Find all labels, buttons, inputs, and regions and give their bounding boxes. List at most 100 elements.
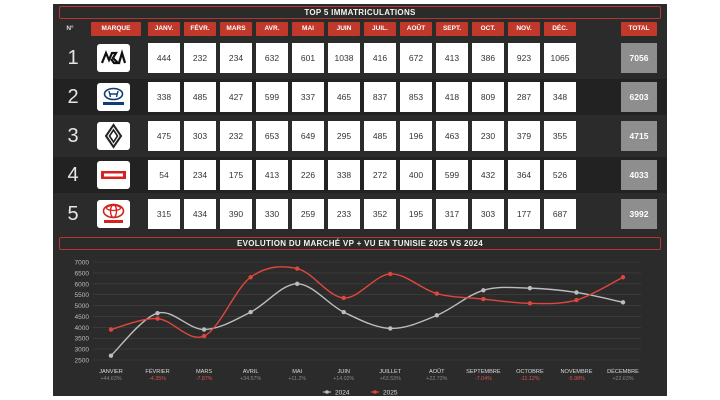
y-tick-label: 7000: [75, 260, 90, 267]
data-point: [620, 300, 626, 305]
data-point: [155, 316, 160, 321]
change-label: +22.63%: [612, 376, 633, 382]
data-point: [201, 333, 207, 339]
column-header: DÉC.: [544, 22, 576, 36]
x-tick-label: OCTOBRE: [516, 369, 544, 375]
data-point: [434, 291, 440, 296]
month-value: 463: [436, 121, 468, 151]
rank-number: 3: [67, 125, 79, 147]
dashboard-panel: TOP 5 IMMATRICULATIONS N° MARQUE JANV. FÉVR…: [53, 4, 667, 397]
legend-label: 2024: [335, 390, 350, 397]
data-point: [481, 296, 486, 302]
month-value: 177: [508, 199, 540, 229]
column-header: NOV.: [508, 22, 540, 36]
toyota-logo-icon: [97, 200, 130, 228]
month-value: 355: [544, 121, 576, 151]
month-value: 54: [148, 160, 180, 190]
legend-label: 2025: [383, 390, 398, 397]
month-value: 337: [292, 82, 324, 112]
data-point: [248, 309, 253, 315]
month-value: 599: [436, 160, 468, 190]
x-tick-label: SEPTEMBRE: [466, 369, 501, 375]
change-label: +11.2%: [288, 376, 306, 382]
month-value: 330: [256, 199, 288, 229]
change-label: +22.73%: [426, 376, 447, 382]
month-value: 465: [328, 82, 360, 112]
data-point: [108, 353, 114, 358]
y-tick-label: 2500: [75, 358, 90, 365]
month-value: 232: [184, 43, 216, 73]
data-point: [294, 266, 300, 271]
month-value: 1038: [328, 43, 360, 73]
column-header: TOTAL: [621, 22, 657, 36]
renault-logo-icon: [97, 122, 130, 150]
legend-marker: [373, 390, 377, 394]
x-tick-label: MAI: [292, 369, 302, 375]
month-value: 175: [220, 160, 252, 190]
y-tick-label: 4500: [75, 314, 90, 321]
data-point: [341, 309, 346, 315]
data-point: [527, 301, 533, 306]
data-point: [201, 327, 207, 332]
column-header: MAI: [292, 22, 324, 36]
chart-title: EVOLUTION DU MARCHÉ VP + VU EN TUNISIE 2…: [59, 237, 661, 250]
x-tick-label: JUIN: [338, 369, 350, 375]
y-tick-label: 4000: [75, 325, 90, 332]
month-value: 1065: [544, 43, 576, 73]
x-tick-label: AVRIL: [243, 369, 259, 375]
month-value: 632: [256, 43, 288, 73]
x-tick-label: MARS: [196, 369, 212, 375]
change-label: -11.12%: [520, 376, 540, 382]
column-header: MARQUE: [91, 22, 141, 36]
month-value: 233: [328, 199, 360, 229]
y-tick-label: 3500: [75, 336, 90, 343]
y-tick-label: 5500: [75, 292, 90, 299]
month-value: 386: [472, 43, 504, 73]
series-line-2025: [110, 266, 624, 339]
month-value: 923: [508, 43, 540, 73]
month-value: 232: [220, 121, 252, 151]
month-value: 338: [148, 82, 180, 112]
data-point: [248, 275, 253, 280]
change-label: -7.87%: [196, 376, 213, 382]
total-value: 3992: [621, 199, 657, 229]
month-value: 348: [544, 82, 576, 112]
month-value: 444: [148, 43, 180, 73]
change-label: -7.04%: [475, 376, 492, 382]
x-tick-label: NOVEMBRE: [560, 369, 592, 375]
market-evolution-chart: 2500 3000 3500 4000 4500 5000 5500 6000 6500 7000…: [75, 260, 641, 397]
data-point: [574, 290, 579, 295]
table-row: 5 315 434 390 330 259 233 352 195 317 303 177 687 399…: [53, 196, 667, 232]
month-value: 230: [472, 121, 504, 151]
series-line-2024: [110, 283, 624, 357]
rank-number: 4: [67, 164, 79, 186]
column-header: AVR.: [256, 22, 288, 36]
column-header: FÉVR.: [184, 22, 216, 36]
month-value: 485: [364, 121, 396, 151]
rank-number: 1: [67, 47, 79, 69]
month-value: 338: [328, 160, 360, 190]
change-label: +34.57%: [240, 376, 261, 382]
month-value: 672: [400, 43, 432, 73]
change-label: +44.63%: [100, 376, 121, 382]
x-tick-label: AOÛT: [429, 368, 445, 375]
month-value: 234: [184, 160, 216, 190]
change-label: -4.35%: [149, 376, 166, 382]
table-row: 1 444 232 234 632 601 1038 416 672 413 386 923 1065 7…: [53, 40, 667, 76]
total-value: 7056: [621, 43, 657, 73]
x-tick-label: DÉCEMBRE: [607, 368, 639, 375]
month-value: 315: [148, 199, 180, 229]
table-row: 2 338 485 427 599 337 465 837 853 418 809 287 348 620…: [53, 79, 667, 115]
x-tick-label: FÉVRIER: [145, 368, 169, 375]
month-value: 485: [184, 82, 216, 112]
month-value: 601: [292, 43, 324, 73]
month-value: 418: [436, 82, 468, 112]
change-label: +63.53%: [380, 376, 401, 382]
total-value: 4033: [621, 160, 657, 190]
rank-number: 2: [67, 86, 79, 108]
table-title: TOP 5 IMMATRICULATIONS: [59, 6, 661, 19]
month-value: 259: [292, 199, 324, 229]
month-value: 526: [544, 160, 576, 190]
rank-number: 5: [67, 203, 79, 225]
month-value: 352: [364, 199, 396, 229]
